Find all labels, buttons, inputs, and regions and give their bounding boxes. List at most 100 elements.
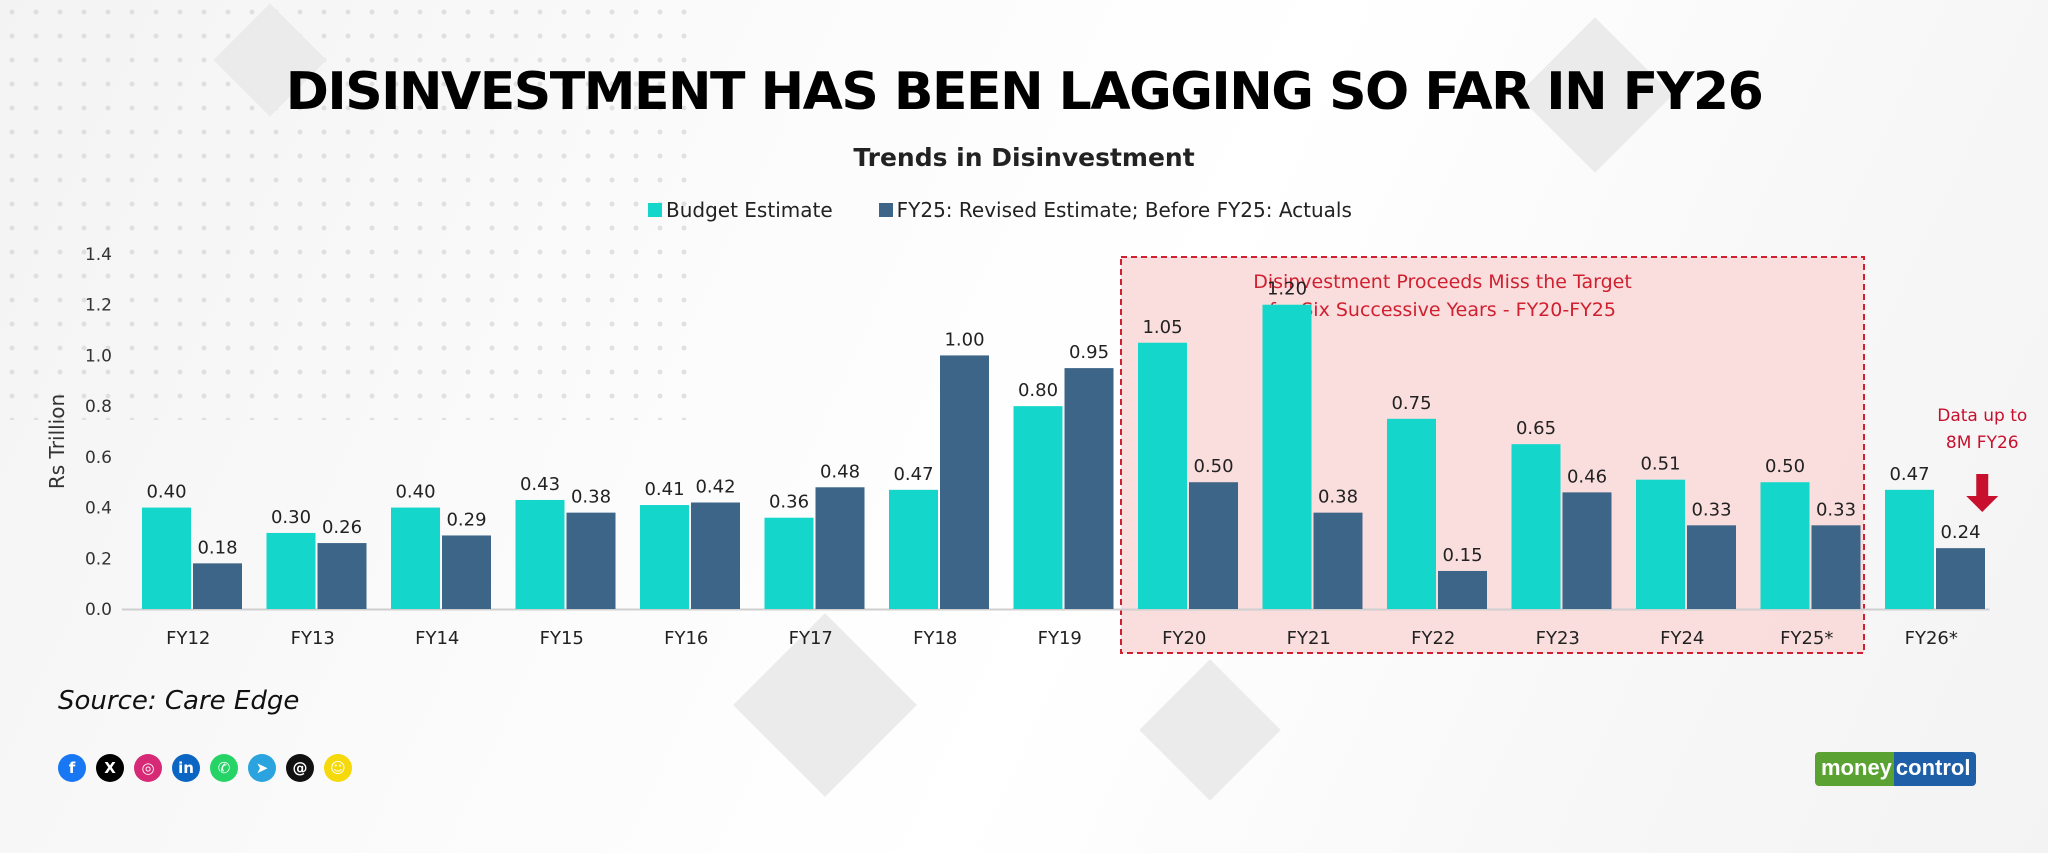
page-title: DISINVESTMENT HAS BEEN LAGGING SO FAR IN…: [285, 62, 1764, 122]
highlight-annotation-line1: Disinvestment Proceeds Miss the Target: [1253, 271, 1632, 293]
x-tick-label: FY23: [1536, 628, 1580, 649]
bar-budget: [1636, 479, 1685, 609]
bar-actual: [1562, 492, 1612, 609]
threads-icon[interactable]: @: [286, 754, 314, 782]
legend-item-budget: Budget Estimate: [648, 198, 833, 222]
x-tick-label: FY12: [166, 628, 210, 649]
x-tick-label: FY16: [664, 628, 708, 649]
y-tick-label: 0.6: [85, 448, 112, 468]
bar-budget: [1262, 304, 1312, 609]
bar-budget: [1760, 482, 1810, 609]
y-tick-label: 1.4: [85, 245, 112, 265]
bar-budget: [1511, 444, 1561, 609]
social-icons: f X ◎ in ✆ ➤ @ ☺: [58, 754, 352, 782]
x-tick-label: FY24: [1660, 628, 1704, 649]
data-label: 0.65: [1516, 418, 1556, 439]
data-label: 0.40: [395, 482, 435, 503]
callout-text-line2: 8M FY26: [1946, 433, 2019, 453]
bar-budget: [889, 489, 938, 609]
x-icon[interactable]: X: [96, 754, 124, 782]
data-label: 0.15: [1442, 545, 1482, 566]
data-label: 0.47: [1889, 464, 1929, 485]
x-tick-label: FY14: [415, 628, 459, 649]
y-tick-label: 0.0: [85, 600, 112, 620]
data-label: 0.33: [1816, 499, 1856, 520]
bar-actual: [1687, 525, 1736, 609]
bar-actual: [1064, 368, 1114, 609]
x-tick-label: FY26*: [1905, 628, 1958, 649]
data-label: 0.38: [1318, 487, 1358, 508]
data-label: 1.00: [944, 329, 984, 350]
y-tick-label: 1.0: [85, 346, 112, 366]
x-tick-label: FY25*: [1780, 628, 1833, 649]
data-label: 0.51: [1640, 454, 1680, 475]
y-tick-label: 0.8: [85, 397, 112, 417]
bar-budget: [515, 499, 565, 609]
bar-actual: [193, 563, 242, 609]
x-tick-label: FY13: [291, 628, 335, 649]
data-label: 0.38: [571, 487, 611, 508]
callout-text-line1: Data up to: [1937, 406, 2027, 426]
x-tick-label: FY19: [1038, 628, 1082, 649]
bar-budget: [1013, 406, 1063, 609]
bar-actual: [691, 502, 740, 609]
whatsapp-icon[interactable]: ✆: [210, 754, 238, 782]
data-label: 0.47: [893, 464, 933, 485]
bar-budget: [1138, 342, 1187, 609]
data-label: 0.33: [1691, 499, 1731, 520]
data-label: 0.75: [1391, 393, 1431, 414]
facebook-icon[interactable]: f: [58, 754, 86, 782]
bar-budget: [764, 517, 814, 609]
data-label: 0.95: [1069, 342, 1109, 363]
data-label: 0.29: [446, 509, 486, 530]
data-label: 0.36: [769, 492, 809, 513]
data-label: 0.42: [695, 477, 735, 498]
data-label: 0.18: [197, 537, 237, 558]
data-label: 0.41: [644, 479, 684, 500]
x-tick-label: FY22: [1411, 628, 1455, 649]
legend-swatch-actual: [878, 203, 893, 217]
data-label: 0.30: [271, 507, 311, 528]
brand-logo-part2: control: [1893, 752, 1977, 786]
data-label: 1.20: [1267, 279, 1307, 300]
bar-budget: [640, 505, 689, 609]
bar-actual: [566, 512, 616, 609]
x-tick-label: FY20: [1162, 628, 1206, 649]
bar-actual: [1438, 570, 1487, 609]
bar-actual: [1811, 525, 1861, 609]
bar-budget: [1387, 418, 1436, 609]
source-note: Source: Care Edge: [58, 686, 300, 716]
bar-actual: [1313, 512, 1363, 609]
background-dots: [0, 0, 700, 420]
highlight-region: [1120, 256, 1865, 654]
data-label: 0.48: [820, 461, 860, 482]
highlight-annotation-line2: for Six Successive Years - FY20-FY25: [1269, 299, 1616, 321]
instagram-icon[interactable]: ◎: [134, 754, 162, 782]
y-tick-label: 0.2: [85, 549, 112, 569]
bar-actual: [1189, 482, 1238, 609]
data-label: 0.43: [520, 474, 560, 495]
legend-label-budget: Budget Estimate: [666, 198, 833, 222]
bar-budget: [266, 532, 316, 609]
bar-actual: [1936, 548, 1985, 609]
x-tick-label: FY15: [540, 628, 584, 649]
data-label: 0.50: [1193, 456, 1233, 477]
brand-logo-part1: money: [1815, 752, 1894, 786]
bar-actual: [317, 543, 367, 609]
snapchat-icon[interactable]: ☺: [324, 754, 352, 782]
bar-budget: [142, 507, 191, 609]
y-tick-label: 1.2: [85, 296, 112, 316]
legend-swatch-budget: [648, 203, 662, 217]
data-label: 0.26: [322, 517, 362, 538]
linkedin-icon[interactable]: in: [172, 754, 200, 782]
x-tick-label: FY17: [789, 628, 833, 649]
bar-actual: [815, 487, 865, 609]
legend-item-actual: FY25: Revised Estimate; Before FY25: Act…: [878, 198, 1352, 222]
brand-logo[interactable]: money control: [1815, 752, 1977, 786]
data-label: 0.46: [1567, 466, 1607, 487]
data-label: 0.40: [146, 482, 186, 503]
telegram-icon[interactable]: ➤: [248, 754, 276, 782]
chart-legend: Budget Estimate FY25: Revised Estimate; …: [648, 195, 1352, 225]
data-label: 0.24: [1940, 522, 1980, 543]
